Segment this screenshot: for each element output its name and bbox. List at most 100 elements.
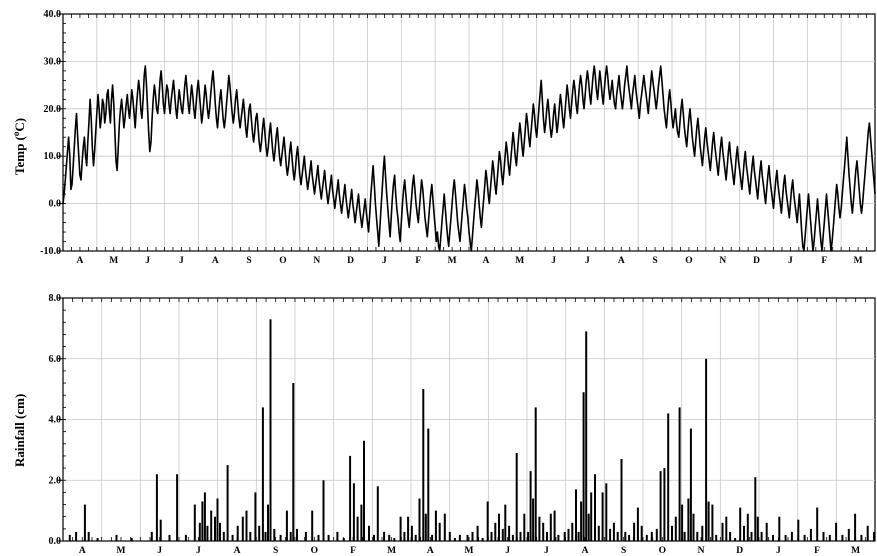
rainfall-bar [184, 534, 187, 541]
rainfall-month-label: M [117, 546, 126, 556]
rainfall-bar [671, 525, 673, 541]
rainfall-bar [249, 531, 252, 541]
rainfall-bar [261, 407, 264, 541]
rainfall-bar [696, 531, 699, 541]
rainfall-y-tick-label: 8.0 [49, 293, 62, 304]
rainfall-bar [481, 538, 484, 541]
temperature-month-label: N [313, 256, 320, 266]
rainfall-bar [393, 538, 396, 541]
temperature-y-tick-label: 0.0 [49, 199, 62, 210]
rainfall-bar [431, 534, 434, 541]
rainfall-month-label: J [505, 546, 510, 556]
rainfall-bar [721, 522, 724, 541]
rainfall-bar [523, 513, 526, 541]
rainfall-bar [258, 525, 261, 541]
rainfall-bar [490, 531, 493, 541]
temperature-ticks [58, 13, 867, 252]
rainfall-bar [636, 507, 639, 541]
rainfall-bar [687, 498, 690, 541]
rainfall-bar [279, 534, 282, 541]
temperature-gridlines [63, 14, 875, 251]
temperature-month-label: J [585, 256, 590, 266]
temperature-month-label: J [788, 256, 793, 266]
temperature-month-label: M [854, 256, 863, 266]
rainfall-bar [663, 468, 666, 541]
rainfall-bar [616, 531, 619, 541]
rainfall-bar [214, 516, 216, 541]
rainfall-bar [674, 516, 677, 541]
rainfall-bar [504, 504, 507, 541]
rainfall-bar [715, 534, 718, 541]
temperature-y-tick-label: 20.0 [44, 104, 62, 115]
rainfall-bar [772, 534, 774, 541]
rainfall-bar [466, 534, 469, 541]
rainfall-bar [422, 389, 425, 541]
rainfall-bar [667, 413, 670, 541]
rainfall-bar [96, 538, 99, 541]
rainfall-bar [130, 538, 133, 541]
rainfall-bar [734, 538, 737, 541]
rainfall-bar [873, 531, 875, 541]
temperature-month-label: D [347, 256, 354, 266]
rainfall-bar [352, 483, 355, 541]
rainfall-bar [399, 516, 402, 541]
rainfall-month-label: J [776, 546, 781, 556]
rainfall-bar [424, 513, 427, 541]
rainfall-bar [797, 519, 800, 541]
rainfall-bar [368, 525, 370, 541]
rainfall-bar [443, 513, 446, 541]
rainfall-bar [835, 522, 838, 541]
rainfall-bar [784, 534, 787, 541]
rainfall-bar [336, 531, 339, 541]
rainfall-bar [254, 492, 257, 541]
rainfall-bar [597, 525, 600, 541]
rainfall-bar [226, 465, 229, 541]
rainfall-bar [816, 507, 819, 541]
temperature-y-tick-labels: -10.0 0.0 10.0 20.0 30.0 40.0 [40, 9, 61, 257]
rainfall-bar [349, 455, 352, 541]
temperature-month-label: F [415, 256, 421, 266]
rainfall-month-label: J [157, 546, 162, 556]
rainfall-month-label: A [582, 546, 589, 556]
rainfall-month-label: A [427, 546, 434, 556]
rainfall-bar [828, 534, 831, 541]
rainfall-bar [231, 534, 234, 541]
rainfall-bar [311, 510, 314, 541]
rainfall-bar [292, 383, 295, 541]
rainfall-bar [594, 474, 596, 541]
rainfall-bar [746, 513, 749, 541]
temperature-month-label: D [753, 256, 760, 266]
rainfall-bar [659, 471, 662, 541]
temperature-month-label: A [618, 256, 625, 266]
rainfall-bar [575, 489, 577, 541]
rainfall-bar [388, 534, 391, 541]
rainfall-bar [754, 477, 757, 541]
rainfall-bar [363, 440, 365, 541]
rainfall-bar [563, 531, 566, 541]
temperature-panel: -10.0 0.0 10.0 20.0 30.0 40.0 A M J J A S O N D J F M A M J… [11, 9, 876, 266]
temperature-month-label: A [482, 256, 489, 266]
temperature-y-tick-label: 30.0 [44, 56, 62, 67]
rainfall-bar [683, 531, 686, 541]
rainfall-bar [577, 531, 580, 541]
rainfall-bar [373, 534, 375, 541]
rainfall-bar [529, 471, 532, 541]
rainfall-bar [549, 513, 552, 541]
rainfall-bar [414, 534, 417, 541]
rainfall-bar [476, 525, 479, 541]
rainfall-y-axis-label: Rainfall (cm) [12, 394, 27, 467]
rainfall-bar [210, 510, 213, 541]
rainfall-bar [410, 525, 413, 541]
rainfall-bar [542, 522, 545, 541]
rainfall-bar [778, 516, 781, 541]
rainfall-bar [264, 531, 267, 541]
rainfall-bar [115, 534, 118, 541]
temperature-month-label: A [212, 256, 219, 266]
rainfall-bar [534, 407, 537, 541]
rainfall-bar [150, 531, 153, 541]
rainfall-bar [241, 516, 244, 541]
temperature-y-tick-label: 10.0 [44, 151, 62, 162]
